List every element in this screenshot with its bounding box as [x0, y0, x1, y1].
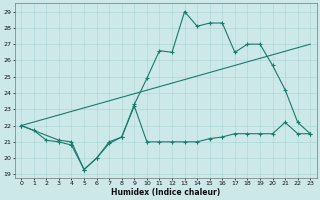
X-axis label: Humidex (Indice chaleur): Humidex (Indice chaleur)	[111, 188, 220, 197]
